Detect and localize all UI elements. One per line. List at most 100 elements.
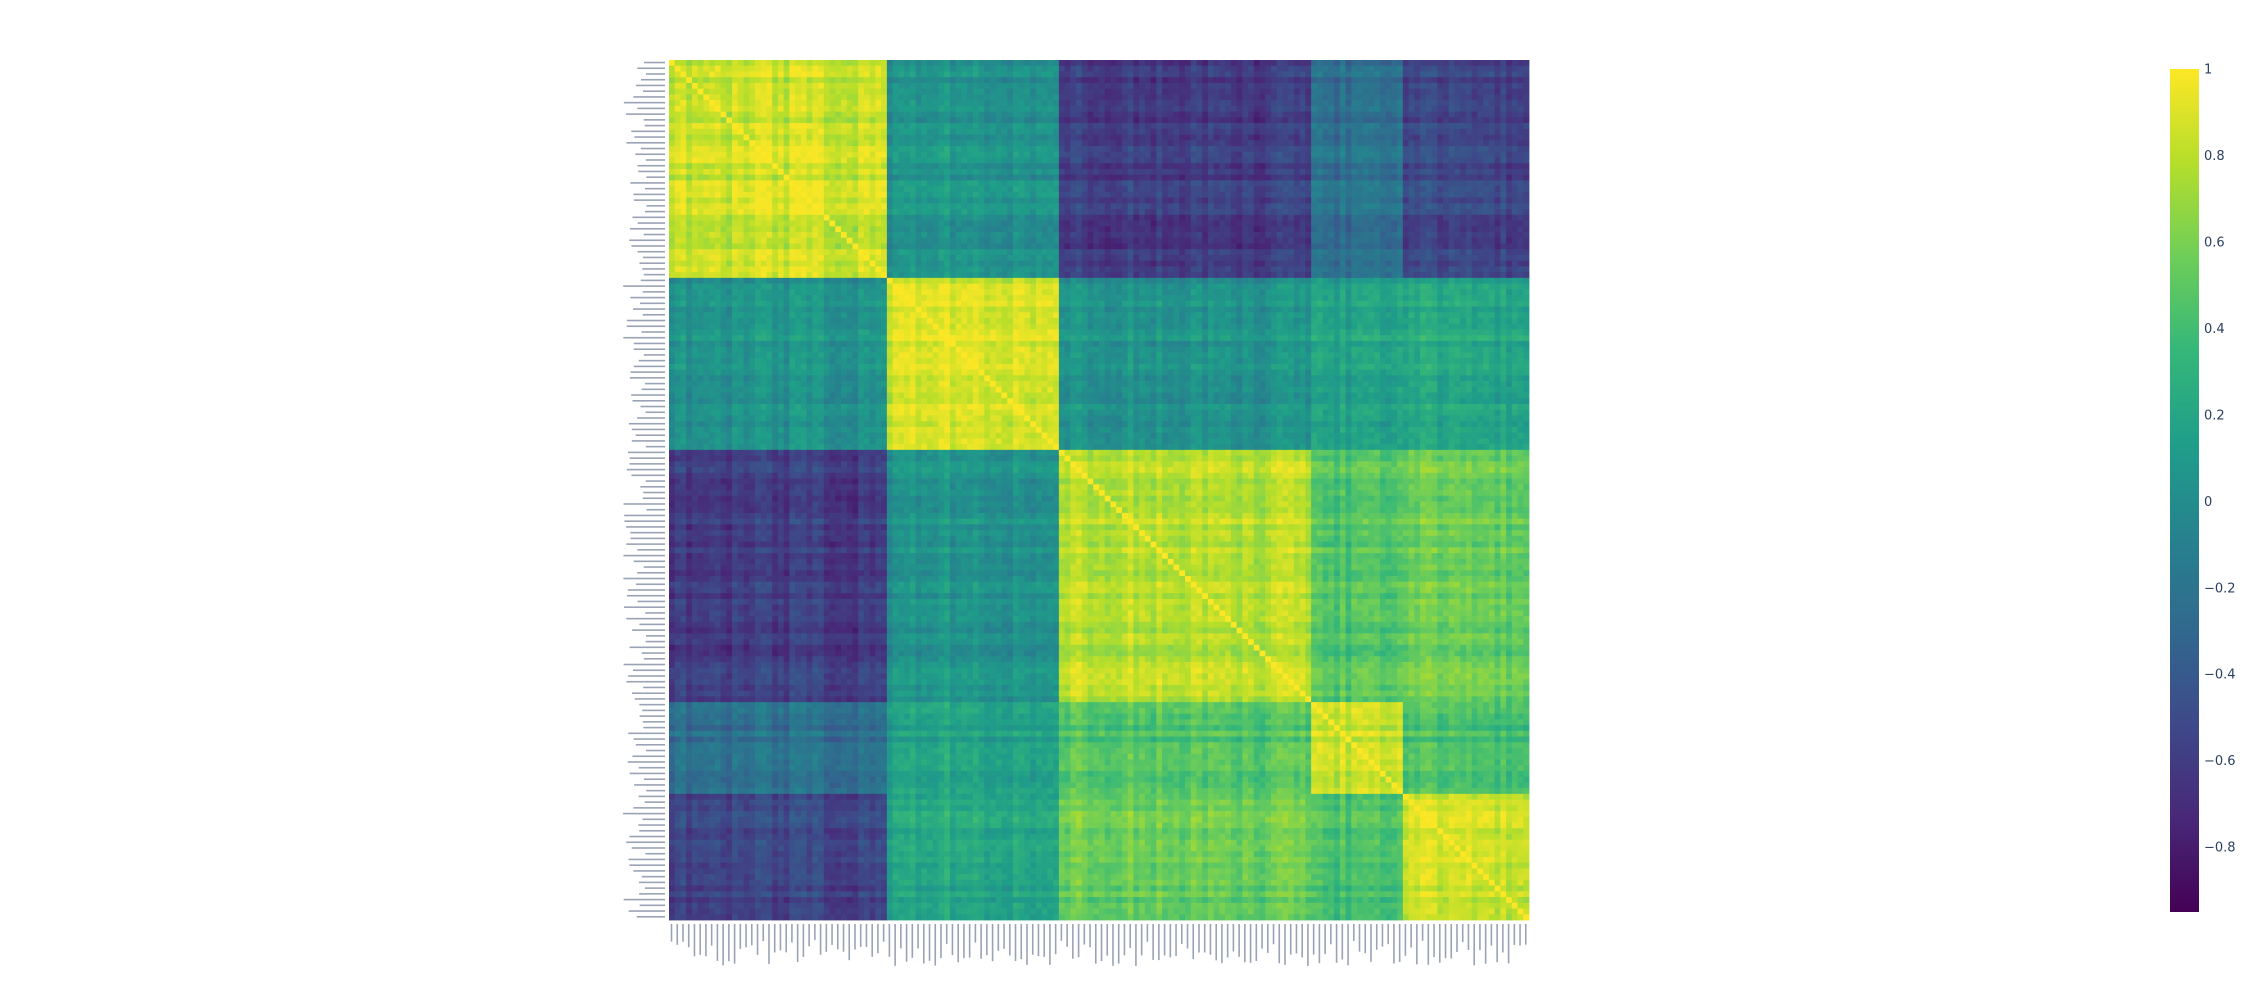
heatmap-cell: [898, 169, 904, 175]
heatmap-cell: [921, 135, 927, 141]
heatmap-cell: [1036, 94, 1042, 100]
heatmap-cell: [887, 94, 893, 100]
heatmap-cell: [1305, 146, 1311, 152]
heatmap-cell: [1219, 152, 1225, 158]
heatmap-cell: [766, 238, 772, 244]
heatmap-cell: [1208, 198, 1214, 204]
heatmap-cell: [818, 163, 824, 169]
heatmap-cell: [1019, 94, 1025, 100]
heatmap-cell: [870, 180, 876, 186]
heatmap-cell: [1437, 180, 1443, 186]
heatmap-cell: [1374, 163, 1380, 169]
heatmap-cell: [1151, 243, 1157, 249]
heatmap-cell: [847, 94, 853, 100]
heatmap-cell: [1466, 221, 1472, 227]
heatmap-cell: [1196, 129, 1202, 135]
heatmap-cell: [1437, 215, 1443, 221]
heatmap-cell: [1036, 169, 1042, 175]
heatmap-cell: [1317, 146, 1323, 152]
heatmap-cell: [950, 169, 956, 175]
heatmap-cell: [1002, 232, 1008, 238]
heatmap-cell: [1300, 192, 1306, 198]
heatmap-cell: [675, 117, 681, 123]
heatmap-cell: [1237, 83, 1243, 89]
heatmap-cell: [778, 100, 784, 106]
heatmap-cell: [1311, 169, 1317, 175]
heatmap-cell: [738, 180, 744, 186]
heatmap-cell: [1260, 83, 1266, 89]
heatmap-cell: [749, 135, 755, 141]
heatmap-cell: [812, 66, 818, 72]
heatmap-cell: [1007, 192, 1013, 198]
heatmap-cell: [1116, 180, 1122, 186]
heatmap-cell: [1265, 152, 1271, 158]
heatmap-cell: [1179, 198, 1185, 204]
heatmap-cell: [881, 180, 887, 186]
heatmap-cell: [1191, 94, 1197, 100]
heatmap-cell: [784, 157, 790, 163]
heatmap-cell: [1133, 192, 1139, 198]
heatmap-cell: [1191, 180, 1197, 186]
heatmap-cell: [1351, 71, 1357, 77]
heatmap-cell: [732, 186, 738, 192]
heatmap-cell: [1122, 226, 1128, 232]
heatmap-cell: [1357, 117, 1363, 123]
heatmap-cell: [1053, 221, 1059, 227]
heatmap-cell: [1500, 135, 1506, 141]
heatmap-cell: [956, 157, 962, 163]
heatmap-cell: [784, 243, 790, 249]
heatmap-cell: [1374, 106, 1380, 112]
heatmap-cell: [1317, 152, 1323, 158]
heatmap-cell: [921, 203, 927, 209]
heatmap-cell: [1271, 140, 1277, 146]
heatmap-cell: [789, 140, 795, 146]
heatmap-cell: [1099, 94, 1105, 100]
heatmap-cell: [1070, 192, 1076, 198]
heatmap-cell: [944, 100, 950, 106]
heatmap-cell: [1357, 71, 1363, 77]
heatmap-cell: [1414, 175, 1420, 181]
heatmap-cell: [927, 152, 933, 158]
heatmap-cell: [956, 152, 962, 158]
heatmap-cell: [961, 77, 967, 83]
heatmap-cell: [1489, 152, 1495, 158]
heatmap-cell: [1466, 175, 1472, 181]
heatmap-cell: [870, 100, 876, 106]
heatmap-cell: [1334, 215, 1340, 221]
heatmap-cell: [1070, 106, 1076, 112]
heatmap-cell: [1277, 140, 1283, 146]
heatmap-cell: [801, 66, 807, 72]
heatmap-cell: [967, 152, 973, 158]
heatmap-cell: [1368, 94, 1374, 100]
heatmap-cell: [1311, 180, 1317, 186]
heatmap-cell: [1042, 169, 1048, 175]
heatmap-cell: [1047, 112, 1053, 118]
heatmap-cell: [944, 66, 950, 72]
heatmap-cell: [795, 123, 801, 129]
heatmap-cell: [881, 221, 887, 227]
heatmap-cell: [1380, 203, 1386, 209]
heatmap-cell: [1374, 146, 1380, 152]
heatmap-cell: [761, 112, 767, 118]
heatmap-cell: [1191, 123, 1197, 129]
heatmap-cell: [1179, 152, 1185, 158]
heatmap-cell: [967, 198, 973, 204]
heatmap-cell: [1156, 238, 1162, 244]
heatmap-cell: [1139, 135, 1145, 141]
heatmap-cell: [1334, 89, 1340, 95]
heatmap-cell: [898, 146, 904, 152]
heatmap-cell: [1070, 221, 1076, 227]
heatmap-cell: [1518, 186, 1524, 192]
heatmap-cell: [824, 106, 830, 112]
heatmap-cell: [1483, 169, 1489, 175]
heatmap-cell: [1082, 238, 1088, 244]
heatmap-cell: [1346, 198, 1352, 204]
heatmap-cell: [864, 117, 870, 123]
heatmap-cell: [1133, 203, 1139, 209]
heatmap-cell: [1156, 157, 1162, 163]
heatmap-cell: [1271, 180, 1277, 186]
heatmap-cell: [841, 89, 847, 95]
heatmap-cell: [1237, 89, 1243, 95]
heatmap-cell: [1317, 140, 1323, 146]
heatmap-cell: [1254, 77, 1260, 83]
